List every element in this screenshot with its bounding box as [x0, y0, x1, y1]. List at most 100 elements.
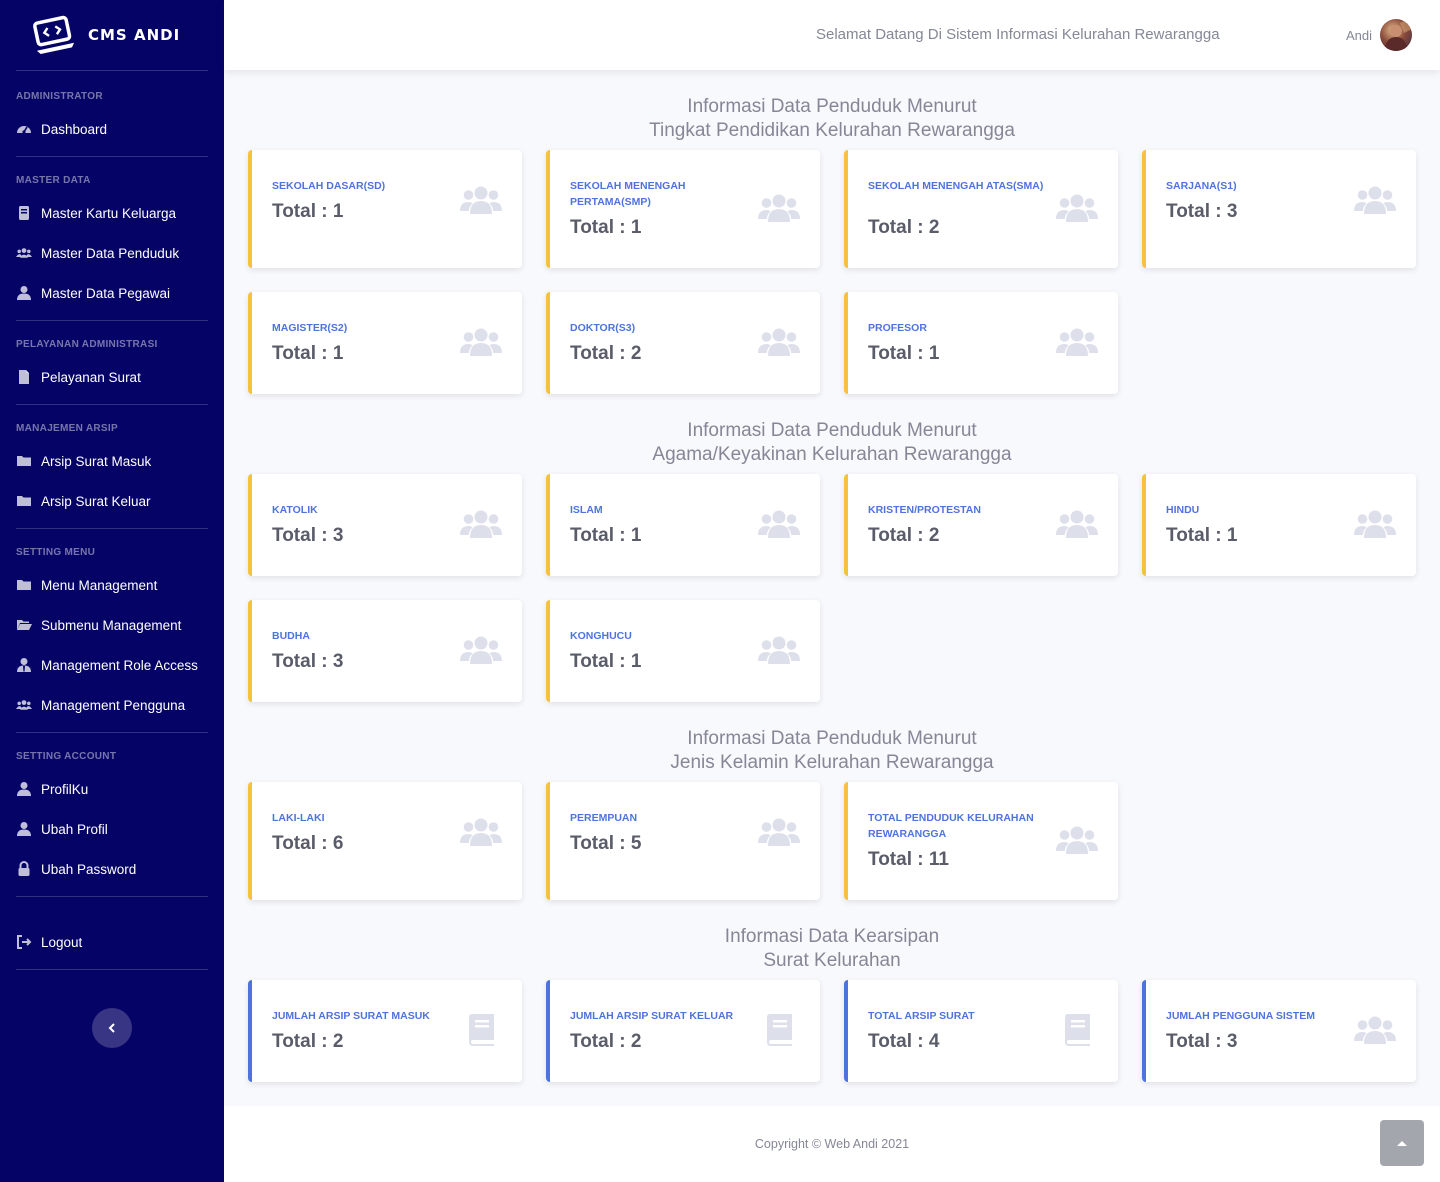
card-label: JUMLAH PENGGUNA SISTEM	[1166, 1010, 1315, 1022]
section-title-kearsipan: Informasi Data Kearsipan Surat Kelurahan	[724, 926, 940, 971]
users-icon	[1056, 823, 1098, 857]
sidebar-item-master-kartu-keluarga[interactable]: Master Kartu Keluarga	[0, 193, 224, 233]
sidebar-item-label: Submenu Management	[41, 617, 182, 633]
sidebar-toggle-button[interactable]	[92, 1008, 132, 1048]
sidebar-divider	[16, 404, 208, 405]
stat-card: SARJANA(S1) Total : 3	[1142, 150, 1416, 268]
file-icon	[19, 370, 29, 384]
card-value: Total : 2	[570, 1031, 642, 1052]
sidebar-item-management-role-access[interactable]: Management Role Access	[0, 645, 224, 685]
stat-card: DOKTOR(S3) Total : 2	[546, 292, 820, 394]
chevron-left-icon	[108, 1023, 115, 1033]
stat-card: JUMLAH ARSIP SURAT KELUAR Total : 2	[546, 980, 820, 1082]
users-icon	[1354, 1013, 1396, 1047]
card-label: TOTAL ARSIP SURAT	[868, 1010, 975, 1022]
card-value: Total : 3	[272, 525, 344, 546]
card-label: JUMLAH ARSIP SURAT MASUK	[272, 1010, 430, 1022]
footer: Copyright © Web Andi 2021	[224, 1106, 1440, 1182]
folder-open-icon	[17, 620, 32, 630]
folder-icon	[17, 580, 31, 590]
sign-out-icon	[17, 935, 32, 949]
user-name[interactable]: Andi	[1346, 28, 1373, 43]
card-value: Total : 1	[1166, 525, 1238, 546]
card-label: BUDHA	[272, 630, 310, 642]
sidebar-item-ubah-profil[interactable]: Ubah Profil	[0, 809, 224, 849]
sidebar-divider	[16, 320, 208, 321]
sidebar-item-management-pengguna[interactable]: Management Pengguna	[0, 685, 224, 725]
sidebar-heading-administrator: Administrator	[16, 91, 103, 102]
stat-card: JUMLAH ARSIP SURAT MASUK Total : 2	[248, 980, 522, 1082]
users-icon	[758, 633, 800, 667]
topbar: Selamat Datang Di Sistem Informasi Kelur…	[224, 0, 1440, 70]
sidebar-item-label: Master Kartu Keluarga	[41, 205, 177, 221]
user-icon	[17, 822, 31, 836]
sidebar-item-label: Management Pengguna	[41, 697, 186, 713]
card-value: Total : 1	[868, 343, 940, 364]
chevron-up-icon	[1397, 1141, 1407, 1146]
users-icon	[758, 815, 800, 849]
card-label: SARJANA(S1)	[1166, 180, 1237, 192]
welcome-text: Selamat Datang Di Sistem Informasi Kelur…	[816, 26, 1220, 43]
code-laptop-icon	[26, 11, 79, 60]
sidebar-item-dashboard[interactable]: Dashboard	[0, 109, 224, 149]
sidebar-item-label: Arsip Surat Keluar	[41, 493, 151, 509]
stat-card: TOTAL PENDUDUK KELURAHAN REWARANGGA Tota…	[844, 782, 1118, 900]
card-value: Total : 1	[272, 201, 344, 222]
users-icon	[16, 700, 32, 710]
sidebar-item-label: Menu Management	[41, 577, 158, 593]
user-tie-icon	[17, 658, 31, 672]
users-icon	[758, 325, 800, 359]
sidebar-heading-setting-menu: Setting Menu	[16, 547, 96, 558]
sidebar-divider	[16, 528, 208, 529]
stat-card: TOTAL ARSIP SURAT Total : 4	[844, 980, 1118, 1082]
scroll-to-top-button[interactable]	[1380, 1120, 1424, 1166]
card-label: JUMLAH ARSIP SURAT KELUAR	[570, 1010, 734, 1022]
card-label: SEKOLAH MENENGAH ATAS(SMA)	[868, 180, 1044, 192]
user-icon	[17, 286, 31, 300]
copyright-text: Copyright © Web Andi 2021	[754, 1137, 910, 1151]
card-value: Total : 1	[570, 217, 642, 238]
sidebar-item-arsip-surat-keluar[interactable]: Arsip Surat Keluar	[0, 481, 224, 521]
sidebar-item-logout[interactable]: Logout	[0, 922, 224, 962]
stat-card: MAGISTER(S2) Total : 1	[248, 292, 522, 394]
card-value: Total : 2	[570, 343, 642, 364]
sidebar-item-pelayanan-surat[interactable]: Pelayanan Surat	[0, 357, 224, 397]
sidebar-divider	[16, 156, 208, 157]
sidebar-divider	[16, 969, 208, 970]
sidebar-item-master-data-pegawai[interactable]: Master Data Pegawai	[0, 273, 224, 313]
stat-card: LAKI-LAKI Total : 6	[248, 782, 522, 900]
stat-card: ISLAM Total : 1	[546, 474, 820, 576]
stat-card: SEKOLAH MENENGAH ATAS(SMA) Total : 2	[844, 150, 1118, 268]
avatar[interactable]	[1380, 19, 1412, 51]
brand[interactable]: CMS ANDI	[0, 0, 224, 70]
card-label: DOKTOR(S3)	[570, 322, 636, 334]
sidebar-item-label: Logout	[41, 934, 83, 950]
sidebar-item-master-data-penduduk[interactable]: Master Data Penduduk	[0, 233, 224, 273]
card-label: LAKI-LAKI	[272, 812, 325, 824]
card-label: HINDU	[1166, 504, 1200, 516]
sidebar-item-label: Master Data Penduduk	[41, 245, 180, 261]
sidebar-item-profilku[interactable]: ProfilKu	[0, 769, 224, 809]
stat-card: HINDU Total : 1	[1142, 474, 1416, 576]
sidebar-item-label: Master Data Pegawai	[41, 285, 171, 301]
card-value: Total : 2	[272, 1031, 344, 1052]
stat-card: PEREMPUAN Total : 5	[546, 782, 820, 900]
stat-card: JUMLAH PENGGUNA SISTEM Total : 3	[1142, 980, 1416, 1082]
card-value: Total : 3	[272, 651, 344, 672]
sidebar-heading-pelayanan-administrasi: Pelayanan Administrasi	[16, 339, 158, 350]
sidebar-item-menu-management[interactable]: Menu Management	[0, 565, 224, 605]
card-value: Total : 1	[570, 651, 642, 672]
sidebar-item-ubah-password[interactable]: Ubah Password	[0, 849, 224, 889]
sidebar-item-label: Management Role Access	[41, 657, 198, 673]
card-label: PEREMPUAN	[570, 812, 638, 824]
card-value: Total : 3	[1166, 1031, 1238, 1052]
sidebar-item-arsip-surat-masuk[interactable]: Arsip Surat Masuk	[0, 441, 224, 481]
sidebar-item-submenu-management[interactable]: Submenu Management	[0, 605, 224, 645]
sidebar-item-label: Dashboard	[41, 121, 108, 137]
card-value: Total : 2	[868, 217, 940, 238]
section-title-agama: Informasi Data Penduduk Menurut Agama/Key…	[652, 420, 1012, 465]
card-label: KRISTEN/PROTESTAN	[868, 504, 981, 516]
card-value: Total : 1	[272, 343, 344, 364]
users-icon	[758, 507, 800, 541]
folder-icon	[17, 496, 31, 506]
